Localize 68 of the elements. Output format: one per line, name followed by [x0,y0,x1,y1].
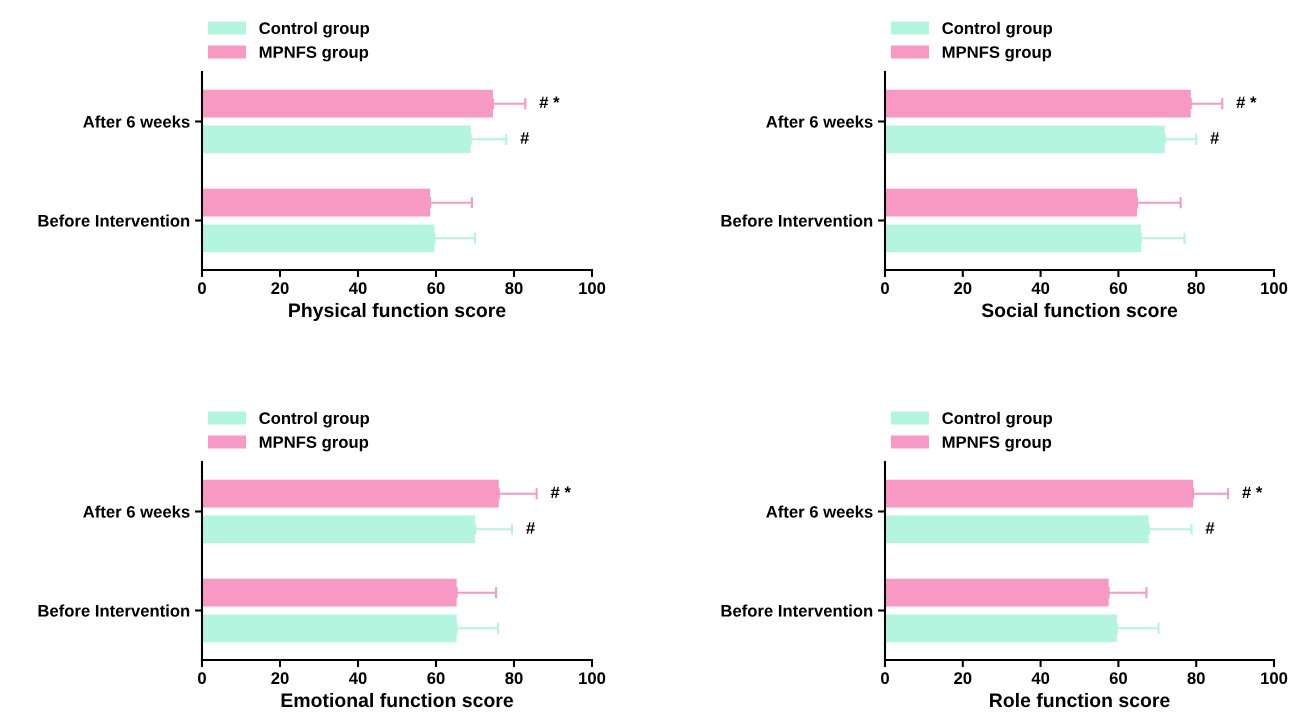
legend-label: MPNFS group [942,46,1052,62]
legend-label: Control group [259,21,370,38]
x-tick-label: 100 [1261,282,1288,295]
y-tick-label: Before Intervention [721,604,873,617]
legend-label: Control group [942,411,1053,428]
y-tick-label: Before Intervention [721,214,873,227]
annotation: # * [550,486,571,498]
bar [202,188,431,217]
x-tick-label: 40 [1031,672,1050,685]
bar [885,125,1165,154]
annotation: # * [539,96,560,108]
x-axis-title: Social function score [981,302,1178,318]
y-tick-label: After 6 weeks [766,115,873,128]
bar [885,188,1138,217]
annotation: # * [1242,486,1263,498]
bar [202,479,499,508]
x-tick-label: 40 [348,672,367,685]
bar [885,479,1194,508]
y-tick-label: Before Intervention [38,214,190,227]
x-tick-label: 0 [198,672,206,685]
legend-label: MPNFS group [942,436,1052,452]
x-tick-label: 80 [505,672,523,685]
bar [202,224,435,253]
bar [885,515,1149,544]
y-tick-label: After 6 weeks [83,115,190,128]
bar [885,578,1109,607]
x-tick-label: 20 [271,282,289,295]
x-axis-title: Physical function score [289,302,506,322]
bar [202,125,471,154]
x-tick-label: 60 [427,672,445,685]
x-tick-label: 100 [1261,672,1288,685]
annotation: # [1210,132,1220,144]
annotation: # * [1236,96,1257,108]
bar [885,614,1117,643]
x-axis-title: Role function score [990,692,1170,708]
legend-label: Control group [259,411,370,428]
x-tick-label: 20 [954,282,972,295]
x-tick-label: 80 [505,282,523,295]
x-tick-label: 100 [579,672,606,685]
legend-label: MPNFS group [259,436,369,452]
x-tick-label: 80 [1187,672,1205,685]
x-tick-label: 0 [881,282,889,295]
annotation: # [1205,522,1215,534]
annotation: # [520,132,530,144]
annotation: # [526,522,535,534]
bar [202,515,475,544]
x-tick-label: 60 [1109,282,1127,295]
x-tick-label: 20 [271,672,289,685]
y-tick-label: After 6 weeks [766,505,873,518]
x-tick-label: 80 [1187,282,1205,295]
bar [885,89,1191,118]
legend-label: MPNFS group [259,46,369,62]
y-tick-label: Before Intervention [38,604,190,617]
legend-label: Control group [942,21,1053,38]
x-tick-label: 60 [427,282,445,295]
bar [202,89,493,118]
y-tick-label: After 6 weeks [83,505,190,518]
x-tick-label: 40 [1031,282,1050,295]
x-tick-label: 60 [1109,672,1127,685]
bar [202,578,457,607]
x-tick-label: 20 [954,672,972,685]
bar [885,224,1141,253]
x-tick-label: 40 [348,282,367,295]
bar [202,614,457,643]
x-tick-label: 0 [881,672,889,685]
x-tick-label: 0 [198,282,206,295]
x-axis-title: Emotional function score [281,692,514,708]
x-tick-label: 100 [579,282,606,295]
